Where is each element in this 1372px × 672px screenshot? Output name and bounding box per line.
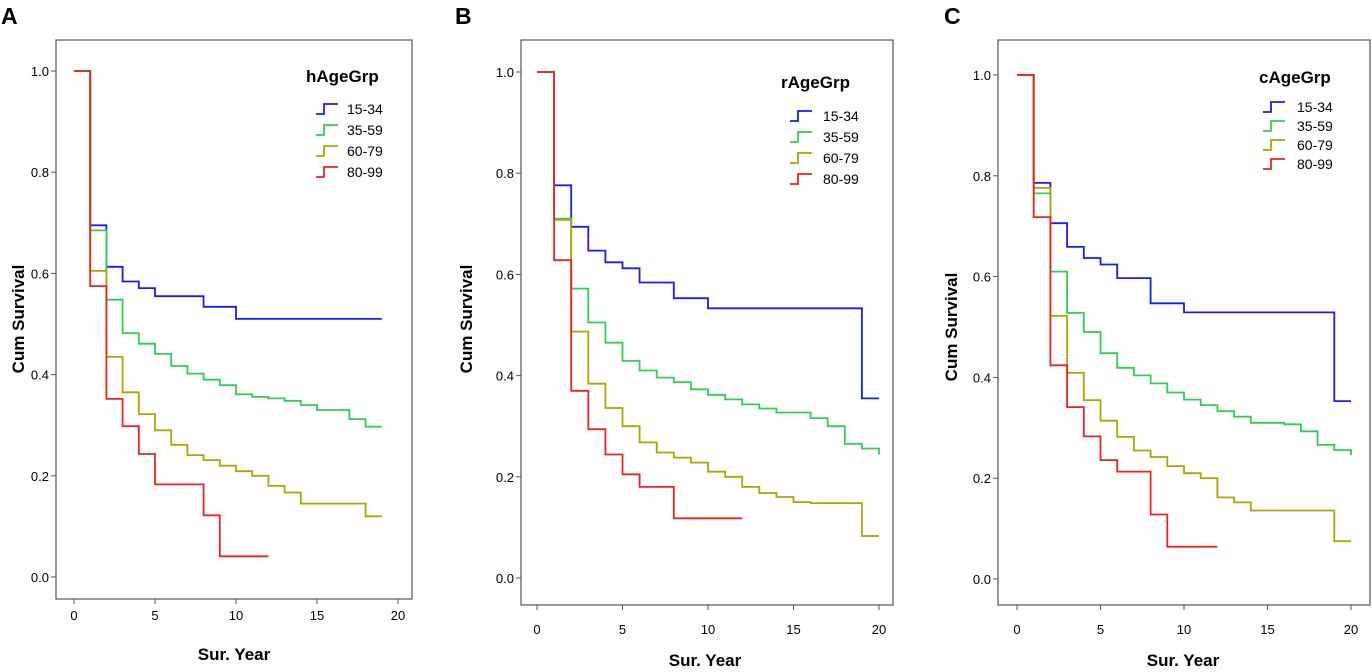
x-tick-label: 5 xyxy=(619,622,626,637)
series-line-15-34 xyxy=(74,70,382,320)
y-tick-label: 0.4 xyxy=(31,368,49,383)
x-tick-label: 0 xyxy=(533,622,540,637)
chart-panel-c: C 0.0 0.2 0.4 0.6 0.8 1.0 0 5 10 15 20 Sur. Year Cum … xyxy=(942,3,1371,670)
y-tick-label: 0.0 xyxy=(31,570,49,585)
legend-swatch xyxy=(1263,120,1285,132)
y-tick-label: 0.8 xyxy=(973,169,991,184)
x-tick-label: 15 xyxy=(310,608,324,623)
legend-swatch xyxy=(316,103,338,115)
x-axis-label: Sur. Year xyxy=(669,651,742,670)
series-line-60-79 xyxy=(1017,74,1351,543)
series-line-60-79 xyxy=(537,71,879,537)
legend-label: 60-79 xyxy=(823,150,859,166)
x-axis-label: Sur. Year xyxy=(1147,651,1220,670)
y-tick-label: 0.2 xyxy=(973,471,991,486)
series-line-60-79 xyxy=(74,70,382,518)
legend-label: 35-59 xyxy=(347,122,383,138)
legend-label: 15-34 xyxy=(823,108,859,124)
y-tick-label: 1.0 xyxy=(31,64,49,79)
y-tick-label: 0.8 xyxy=(31,165,49,180)
x-tick-label: 5 xyxy=(151,608,158,623)
legend: hAgeGrp 15-34 35-59 60-79 80-99 xyxy=(306,67,383,180)
plot-frame xyxy=(55,39,413,600)
chart-panel-a: A 0.0 0.2 0.4 0.6 0.8 1.0 0 5 10 15 20 Sur. Year Cum … xyxy=(1,3,413,664)
chart-panel-b: B 0.0 0.2 0.4 0.6 0.8 1.0 0 5 10 15 20 Sur. Year Cum … xyxy=(455,3,894,670)
x-tick-label: 10 xyxy=(1177,622,1191,637)
legend-label: 80-99 xyxy=(823,171,859,187)
series-line-15-34 xyxy=(537,71,879,400)
y-tick-label: 0.4 xyxy=(973,370,991,385)
legend-swatch xyxy=(790,152,812,164)
y-tick-label: 0.6 xyxy=(973,270,991,285)
legend-swatch xyxy=(790,131,812,143)
legend-label: 15-34 xyxy=(1297,99,1333,115)
y-tick-label: 0.4 xyxy=(496,369,514,384)
legend-title: rAgeGrp xyxy=(781,73,850,92)
legend-title: cAgeGrp xyxy=(1259,68,1331,87)
y-tick-label: 1.0 xyxy=(496,65,514,80)
x-tick-label: 0 xyxy=(70,608,77,623)
x-tick-label: 0 xyxy=(1013,622,1020,637)
x-tick-label: 15 xyxy=(786,622,800,637)
legend-swatch xyxy=(790,110,812,122)
legend-swatch xyxy=(316,145,338,157)
y-tick-label: 0.6 xyxy=(31,266,49,281)
y-tick-label: 0.0 xyxy=(973,572,991,587)
x-tick-label: 5 xyxy=(1097,622,1104,637)
y-axis-label: Cum Survival xyxy=(942,273,961,382)
legend-swatch xyxy=(316,124,338,136)
x-tick-label: 20 xyxy=(872,622,886,637)
legend-swatch xyxy=(1263,101,1285,113)
y-axis-label: Cum Survival xyxy=(457,265,476,374)
x-tick-label: 10 xyxy=(229,608,243,623)
legend: cAgeGrp 15-34 35-59 60-79 80-99 xyxy=(1259,68,1333,172)
x-tick-label: 20 xyxy=(1344,622,1358,637)
y-tick-label: 0.2 xyxy=(496,470,514,485)
legend-swatch xyxy=(1263,158,1285,170)
series-line-35-59 xyxy=(74,70,382,428)
y-tick-label: 0.0 xyxy=(496,571,514,586)
legend-label: 35-59 xyxy=(1297,118,1333,134)
series-line-80-99 xyxy=(74,70,269,558)
series-line-80-99 xyxy=(537,71,743,520)
legend-swatch xyxy=(1263,139,1285,151)
y-tick-label: 1.0 xyxy=(973,68,991,83)
plot-frame xyxy=(520,39,894,606)
panel-letter: B xyxy=(455,3,472,29)
x-axis-label: Sur. Year xyxy=(198,645,271,664)
y-axis-label: Cum Survival xyxy=(9,265,28,374)
y-tick-label: 0.8 xyxy=(496,166,514,181)
legend-swatch xyxy=(316,166,338,178)
legend-swatch xyxy=(790,173,812,185)
legend-label: 60-79 xyxy=(1297,137,1333,153)
legend-label: 60-79 xyxy=(347,143,383,159)
y-tick-label: 0.2 xyxy=(31,469,49,484)
x-tick-label: 20 xyxy=(391,608,405,623)
series-line-35-59 xyxy=(537,71,880,455)
legend: rAgeGrp 15-34 35-59 60-79 80-99 xyxy=(781,73,859,187)
panel-letter: C xyxy=(944,3,961,29)
series-line-35-59 xyxy=(1017,74,1352,455)
legend-label: 80-99 xyxy=(1297,156,1333,172)
panel-letter: A xyxy=(1,3,18,29)
legend-label: 80-99 xyxy=(347,164,383,180)
legend-label: 15-34 xyxy=(347,101,383,117)
legend-label: 35-59 xyxy=(823,129,859,145)
x-tick-label: 15 xyxy=(1260,622,1274,637)
x-tick-label: 10 xyxy=(701,622,715,637)
legend-title: hAgeGrp xyxy=(306,67,379,86)
series-line-80-99 xyxy=(1017,74,1218,548)
y-tick-label: 0.6 xyxy=(496,267,514,282)
